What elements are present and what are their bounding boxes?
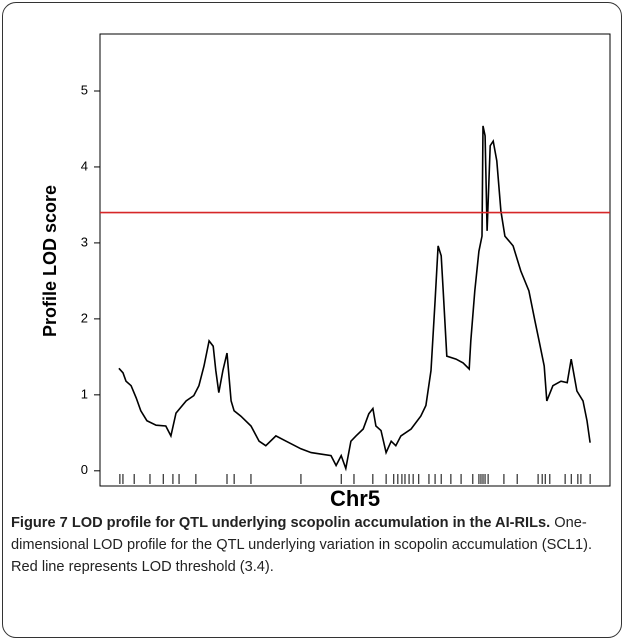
- x-axis-label: Chr5: [330, 486, 380, 511]
- caption: Figure 7 LOD profile for QTL underlying …: [11, 512, 617, 578]
- lod-line: [118, 125, 591, 472]
- caption-title: Figure 7 LOD profile for QTL underlying …: [11, 515, 551, 531]
- y-tick-label: 5: [81, 82, 88, 97]
- y-tick-label: 2: [81, 310, 88, 325]
- plot-frame: [99, 33, 611, 487]
- y-tick-label: 3: [81, 234, 88, 249]
- y-tick-label: 0: [81, 462, 88, 477]
- y-tick-label: 1: [81, 386, 88, 401]
- y-axis-label: Profile LOD score: [40, 185, 60, 337]
- caption-text: One-dimensional LOD profile for the QTL …: [11, 515, 593, 575]
- y-tick-label: 4: [81, 158, 88, 173]
- chart: Profile LOD score Chr5 0 1 2 3 4 5: [40, 33, 611, 511]
- figure-frame: Profile LOD score Chr5 0 1 2 3 4 5 Figure 7 L…: [2, 2, 622, 638]
